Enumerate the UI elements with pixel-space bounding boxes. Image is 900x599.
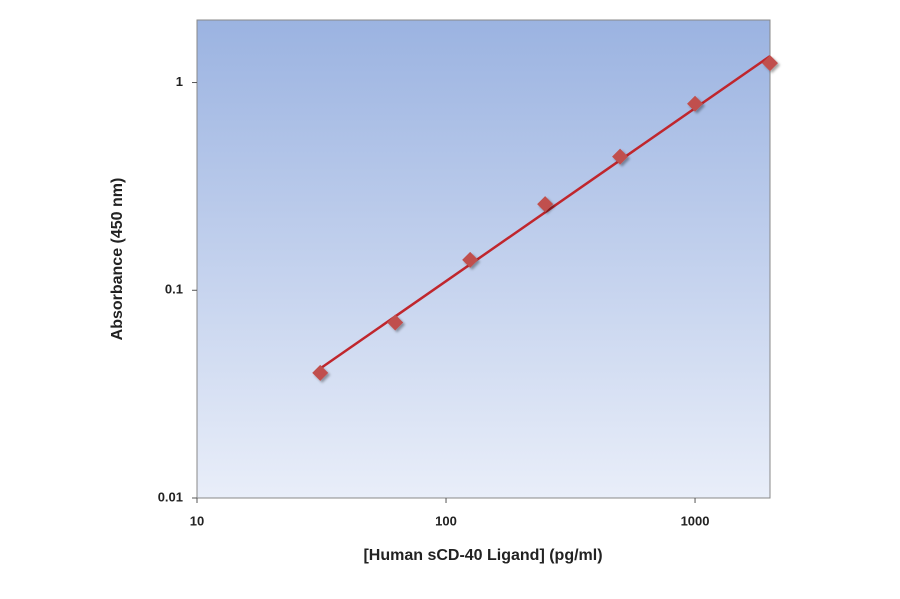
y-tick-label: 0.01 [158,489,183,504]
plot-area [196,19,771,499]
data-point [612,148,629,165]
data-point [762,55,778,72]
data-point [462,251,479,268]
y-tick-label: 1 [176,74,183,89]
x-tick-label: 1000 [681,513,710,528]
data-point [312,364,329,381]
x-tick-label: 10 [190,513,204,528]
data-point [687,95,704,112]
y-axis-label: Absorbance (450 nm) [109,178,126,341]
data-point [537,196,554,213]
x-tick-label: 100 [435,513,457,528]
y-tick-label: 0.1 [165,282,183,297]
data-point [387,314,404,331]
x-axis-label: [Human sCD-40 Ligand] (pg/ml) [363,547,602,564]
